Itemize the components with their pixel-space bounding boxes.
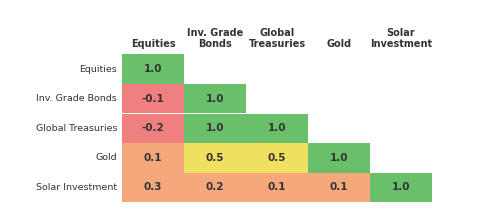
Text: 0.3: 0.3	[144, 182, 162, 192]
Text: Global
Treasuries: Global Treasuries	[249, 28, 306, 50]
Bar	[246, 113, 308, 143]
Bar	[122, 55, 184, 84]
Text: 0.1: 0.1	[330, 182, 348, 192]
Text: -0.1: -0.1	[142, 94, 164, 104]
Bar	[122, 172, 184, 202]
Text: Solar
Investment: Solar Investment	[370, 28, 432, 50]
Text: 1.0: 1.0	[144, 64, 162, 74]
Text: 0.5: 0.5	[206, 153, 224, 163]
Text: 1.0: 1.0	[206, 123, 224, 133]
Text: Global Treasuries: Global Treasuries	[36, 124, 117, 133]
Bar	[122, 84, 184, 113]
Text: Inv. Grade Bonds: Inv. Grade Bonds	[36, 94, 117, 103]
Text: Gold: Gold	[326, 40, 351, 50]
Bar	[122, 143, 184, 172]
Text: 0.5: 0.5	[268, 153, 286, 163]
Bar	[308, 172, 370, 202]
Bar	[184, 172, 246, 202]
Text: -0.2: -0.2	[142, 123, 164, 133]
Text: Gold: Gold	[96, 153, 117, 162]
Bar	[246, 172, 308, 202]
Text: Solar Investment: Solar Investment	[36, 183, 117, 192]
Bar	[184, 84, 246, 113]
Text: Equities: Equities	[131, 40, 175, 50]
Bar	[308, 143, 370, 172]
Text: 1.0: 1.0	[330, 153, 348, 163]
Text: 0.1: 0.1	[144, 153, 162, 163]
Text: Inv. Grade
Bonds: Inv. Grade Bonds	[187, 28, 243, 50]
Text: 0.2: 0.2	[206, 182, 224, 192]
Bar	[246, 143, 308, 172]
Bar	[184, 143, 246, 172]
Bar	[122, 113, 184, 143]
Bar	[370, 172, 432, 202]
Text: Equities: Equities	[79, 65, 117, 74]
Text: 1.0: 1.0	[392, 182, 410, 192]
Text: 1.0: 1.0	[206, 94, 224, 104]
Text: 0.1: 0.1	[268, 182, 286, 192]
Bar	[184, 113, 246, 143]
Text: 1.0: 1.0	[268, 123, 286, 133]
